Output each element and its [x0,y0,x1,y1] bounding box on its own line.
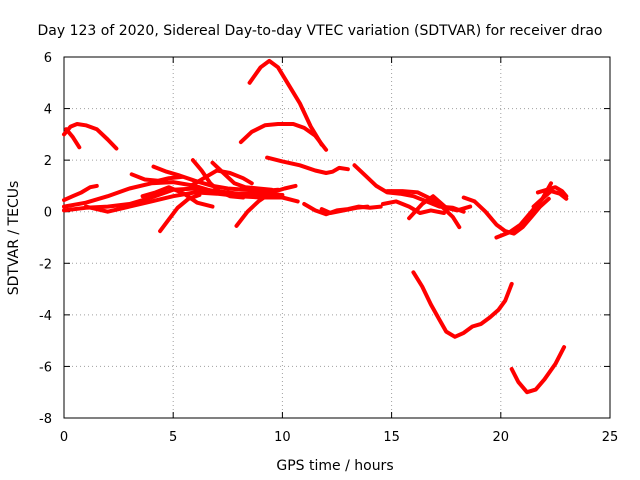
series-arc-17 [140,185,215,209]
series-arc-29 [509,345,567,395]
series-arc-12 [190,158,246,200]
y-tick-label: -2 [39,257,52,272]
grid [64,57,610,418]
series-arc-28 [411,270,514,339]
x-axis-label: GPS time / hours [276,458,393,474]
plot-frame [63,56,611,419]
series-arc-03 [247,58,324,147]
series-arc-19 [319,204,370,215]
series-arc-23 [407,194,473,221]
x-tick-label: 20 [493,430,510,445]
series-arc-05 [265,155,350,175]
x-tick-label: 5 [169,430,177,445]
series-arc-16 [188,168,254,188]
series-arc-02 [64,127,82,150]
x-tick-label: 15 [383,430,400,445]
axis-ticks: 0 5 10 15 20 25 -8 -6 -4 -2 0 2 4 6 [39,51,618,445]
x-tick-label: 25 [602,430,619,445]
series-arc-09 [83,190,300,214]
series-arc-04 [238,122,329,152]
x-tick-label: 10 [274,430,291,445]
y-tick-label: 4 [44,103,52,118]
series-arc-01 [62,122,119,151]
data-series [62,58,569,395]
y-tick-label: -8 [39,412,52,427]
x-tick-label: 0 [60,430,68,445]
y-tick-label: 0 [44,206,52,221]
series-arc-27 [535,185,569,199]
series-arc-15 [234,183,298,228]
series-arc-26 [531,189,569,209]
y-tick-label: 6 [44,51,52,66]
y-tick-label: 2 [44,154,52,169]
y-tick-label: -6 [39,360,52,375]
y-axis-label: SDTVAR / TECUs [6,181,22,296]
y-tick-label: -4 [39,309,52,324]
series-arc-10 [129,172,184,183]
series-arc-06 [62,183,99,203]
chart-title: Day 123 of 2020, Sidereal Day-to-day VTE… [37,23,602,39]
